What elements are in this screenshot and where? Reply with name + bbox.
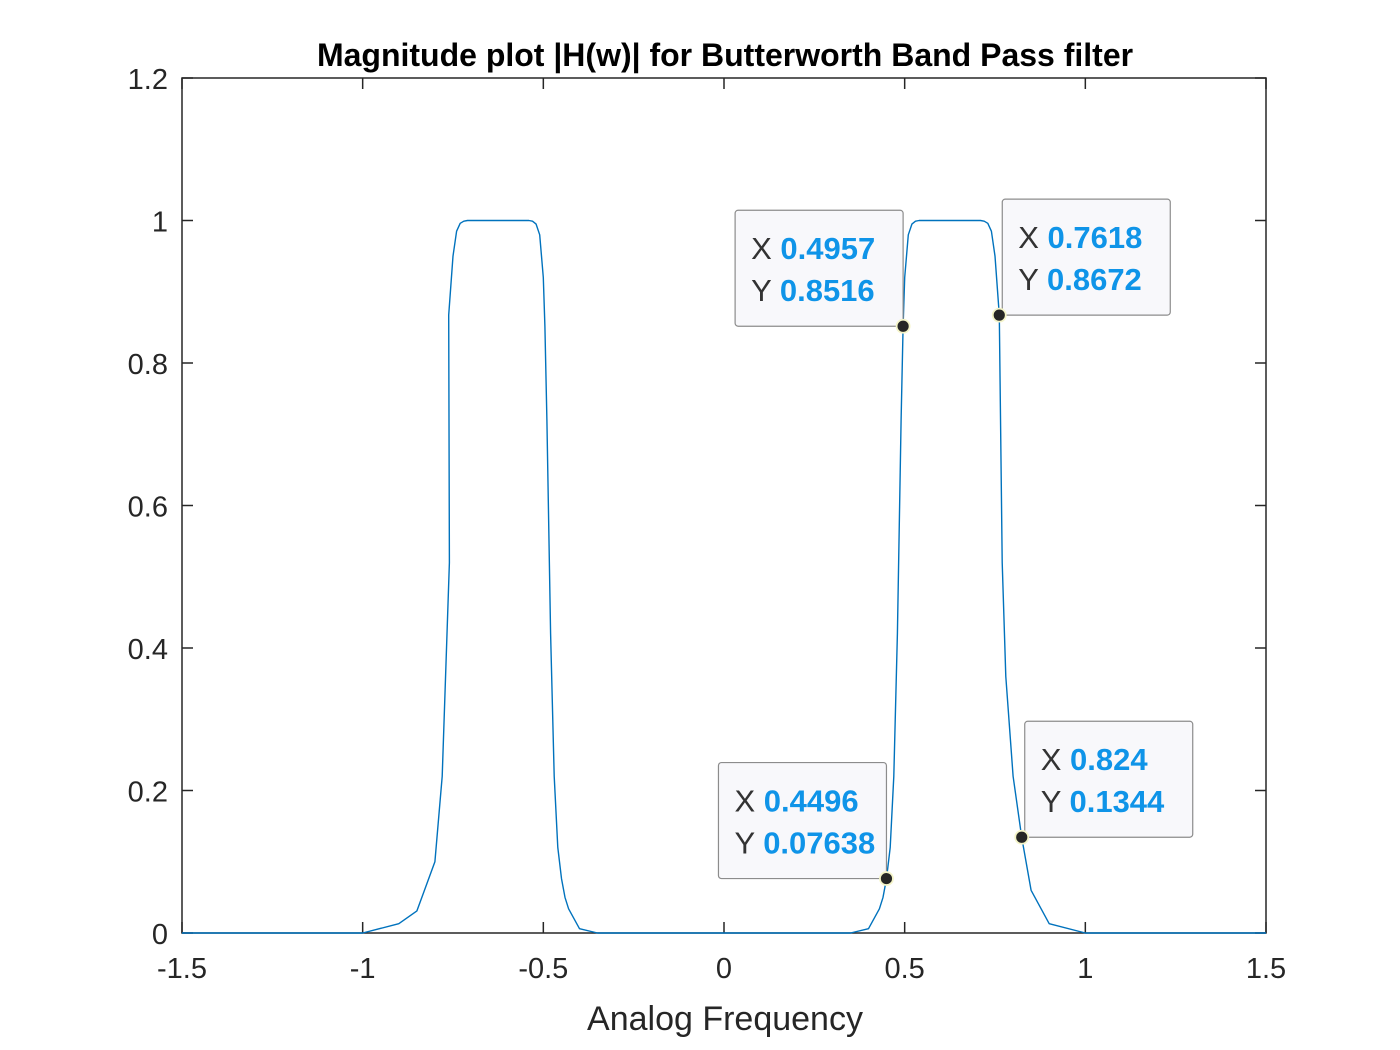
- datatip-y-row: Y 0.8516: [751, 273, 875, 308]
- datatip-marker[interactable]: [879, 871, 894, 886]
- x-tick-label: -1: [350, 953, 376, 985]
- datatip-y-value: 0.07638: [763, 826, 875, 861]
- datatip-x-row: X 0.824: [1041, 742, 1149, 777]
- chart-title: Magnitude plot |H(w)| for Butterworth Ba…: [317, 37, 1133, 73]
- datatip[interactable]: X 0.824 Y 0.1344: [1014, 720, 1194, 845]
- y-tick-label: 0.2: [128, 777, 168, 809]
- datatip[interactable]: X 0.4496 Y 0.07638: [717, 761, 894, 886]
- datatip-box: [1024, 720, 1194, 838]
- y-tick-label: 0.4: [128, 634, 168, 666]
- datatip-x-row: X 0.4496: [734, 784, 858, 819]
- y-tick-label: 0.6: [128, 492, 168, 524]
- datatip[interactable]: X 0.7618 Y 0.8672: [991, 198, 1171, 323]
- datatip-x-row: X 0.7618: [1018, 220, 1142, 255]
- datatip-y-value: 0.1344: [1069, 784, 1165, 819]
- datatip-box: [1001, 198, 1171, 316]
- y-tick-label: 1.2: [128, 64, 168, 96]
- datatip-x-value: 0.7618: [1048, 220, 1143, 255]
- datatip-y-row: Y 0.8672: [1018, 262, 1142, 297]
- datatip-x-value: 0.4957: [780, 231, 875, 266]
- x-axis-label: Analog Frequency: [587, 1000, 863, 1038]
- magnitude-line: [182, 219, 1266, 934]
- y-tick-label: 1: [152, 207, 168, 239]
- datatip-box: [734, 209, 904, 327]
- y-tick-label: 0: [152, 919, 168, 951]
- datatip-marker[interactable]: [1014, 829, 1030, 845]
- x-tick-label: 0.5: [885, 953, 925, 985]
- y-tick-label: 0.8: [128, 349, 168, 381]
- datatip-x-row: X 0.4957: [751, 231, 875, 266]
- datatip-y-value: 0.8516: [780, 273, 875, 308]
- datatip-y-row: Y 0.07638: [734, 826, 875, 861]
- x-tick-label: 1: [1077, 953, 1093, 985]
- datatip-x-value: 0.4496: [764, 784, 859, 819]
- datatip-marker[interactable]: [991, 307, 1007, 323]
- x-tick-label: 1.5: [1246, 953, 1286, 985]
- x-tick-label: -0.5: [518, 953, 568, 985]
- x-tick-label: 0: [716, 953, 732, 985]
- x-tick-label: -1.5: [157, 953, 207, 985]
- datatip-x-value: 0.824: [1070, 742, 1148, 777]
- plot-area: -1.5 -1 -0.5 0 0.5 1 1.5 0 0.2 0.4 0.6 0.8 1 1.2 X 0.4…: [128, 64, 1286, 985]
- datatip-y-value: 0.8672: [1047, 262, 1142, 297]
- datatip[interactable]: X 0.4957 Y 0.8516: [734, 209, 911, 334]
- datatip-box: [717, 761, 888, 880]
- datatip-marker[interactable]: [895, 318, 911, 334]
- datatip-y-row: Y 0.1344: [1041, 784, 1165, 819]
